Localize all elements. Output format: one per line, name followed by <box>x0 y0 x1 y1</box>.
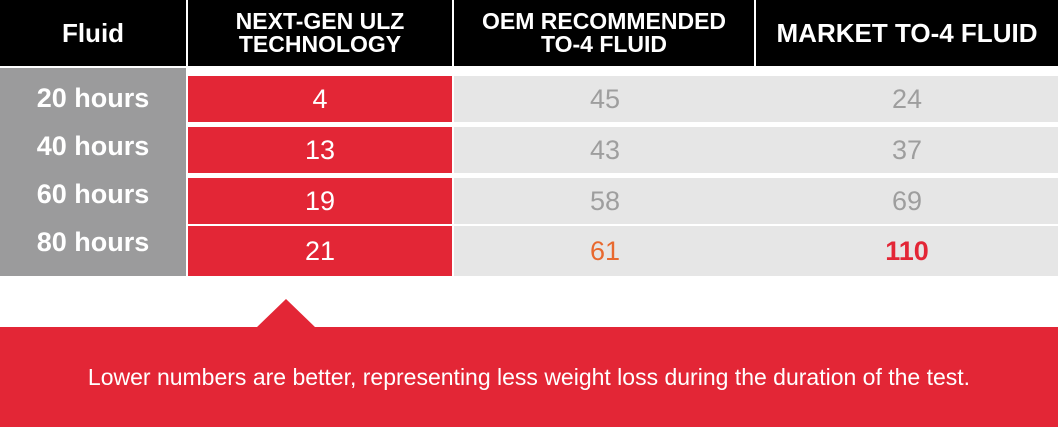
ulz-cell: 19 <box>188 178 452 224</box>
market-cell: 24 <box>756 76 1058 122</box>
row-label: 60 hours <box>36 179 150 209</box>
callout-text: Lower numbers are better, representing l… <box>87 363 971 390</box>
oem-cell: 43 <box>454 127 756 173</box>
row-label: 80 hours <box>36 227 150 257</box>
row-label-column: 20 hours 40 hours 60 hours 80 hours <box>0 68 186 276</box>
market-cell: 37 <box>756 127 1058 173</box>
header-market: MARKET TO-4 FLUID <box>756 0 1058 66</box>
header-oem: OEM RECOMMENDED TO-4 FLUID <box>454 0 754 66</box>
header-fluid: Fluid <box>0 0 186 66</box>
ulz-cell: 4 <box>188 76 452 122</box>
row-label: 40 hours <box>36 131 150 161</box>
ulz-cell: 13 <box>188 127 452 173</box>
header-ulz: NEXT-GEN ULZ TECHNOLOGY <box>188 0 452 66</box>
market-cell: 69 <box>756 178 1058 224</box>
market-cell: 110 <box>756 226 1058 276</box>
callout-pointer <box>256 299 316 328</box>
table-header: Fluid NEXT-GEN ULZ TECHNOLOGY OEM RECOMM… <box>0 0 1058 66</box>
ulz-cell: 21 <box>188 226 452 276</box>
oem-cell: 58 <box>454 178 756 224</box>
callout-banner: Lower numbers are better, representing l… <box>0 327 1058 427</box>
row-label: 20 hours <box>36 83 150 113</box>
oem-cell: 45 <box>454 76 756 122</box>
oem-cell: 61 <box>454 226 756 276</box>
